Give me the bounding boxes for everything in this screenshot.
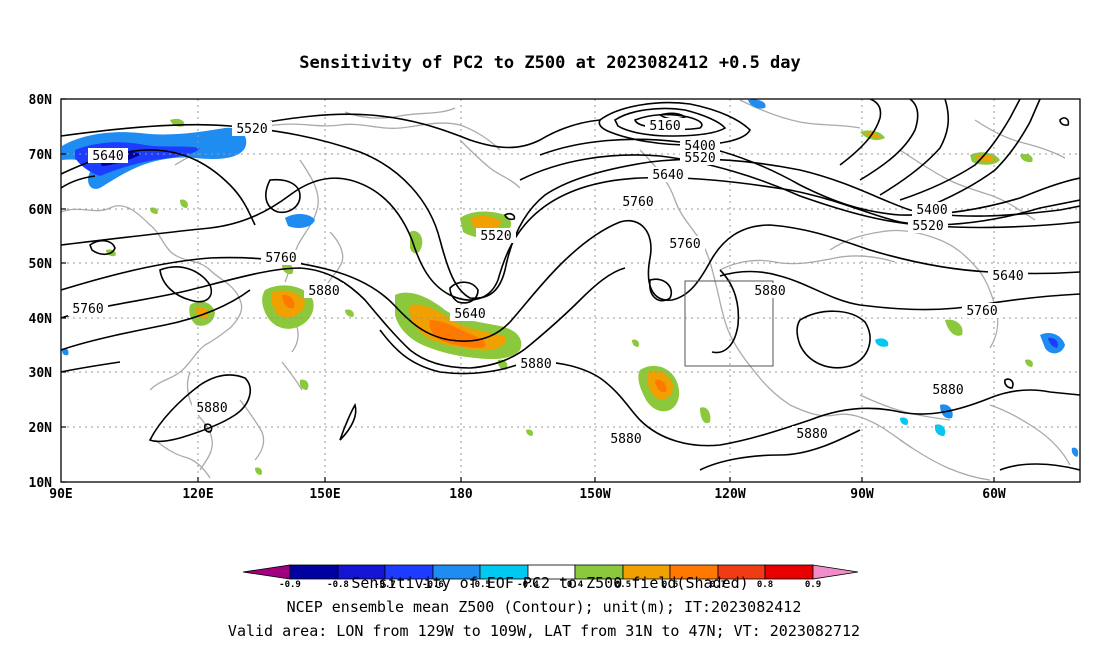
lat-label: 60N xyxy=(29,203,53,218)
axis-ticks xyxy=(61,98,995,483)
lon-label: 150E xyxy=(309,487,340,502)
lon-label: 90W xyxy=(850,487,874,502)
figure-title: Sensitivity of PC2 to Z500 at 2023082412… xyxy=(299,53,801,73)
lat-lon-grid xyxy=(61,99,1080,482)
contour-label: 5400 xyxy=(916,203,947,218)
contour-label: 5520 xyxy=(480,229,511,244)
lat-label: 80N xyxy=(29,93,53,108)
lon-label: 120E xyxy=(182,487,213,502)
lon-label: 150W xyxy=(579,487,610,502)
colorbar-cell xyxy=(812,564,859,580)
contour-label: 5160 xyxy=(649,119,680,134)
lat-label: 10N xyxy=(29,476,53,491)
contour-label: 5880 xyxy=(196,401,227,416)
contour-label: 5880 xyxy=(796,427,827,442)
contour-label: 5760 xyxy=(669,237,700,252)
colorbar-cell xyxy=(242,564,291,580)
lat-label: 40N xyxy=(29,312,53,327)
contour-label: 5640 xyxy=(92,149,123,164)
latitude-labels: 80N 70N 60N 50N 40N 30N 20N 10N xyxy=(29,93,53,491)
z500-contours xyxy=(61,99,1080,471)
contour-label: 5640 xyxy=(454,307,485,322)
contour-label: 5880 xyxy=(610,432,641,447)
colorbar-label: 0.6 xyxy=(662,580,678,590)
contour-label: 5760 xyxy=(966,304,997,319)
lon-label: 90E xyxy=(49,487,72,502)
contour-label: 5760 xyxy=(72,302,103,317)
map-frame xyxy=(60,98,1081,483)
contour-label: 5520 xyxy=(236,122,267,137)
colorbar-cell xyxy=(764,564,814,580)
lon-label: 60W xyxy=(982,487,1006,502)
contour-label: 5520 xyxy=(684,151,715,166)
contour-label: 5880 xyxy=(308,284,339,299)
colorbar-label: -0.6 xyxy=(422,580,444,590)
contour-label: 5760 xyxy=(622,195,653,210)
contour-label: 5880 xyxy=(932,383,963,398)
colorbar-label: -0.7 xyxy=(374,580,396,590)
longitude-labels: 90E 120E 150E 180 150W 120W 90W 60W xyxy=(49,487,1006,502)
contour-label: 5520 xyxy=(912,219,943,234)
lon-label: 180 xyxy=(449,487,473,502)
colorbar-label: 0.5 xyxy=(615,580,631,590)
colorbar-label: 0.8 xyxy=(757,580,773,590)
contour-label: 5880 xyxy=(520,357,551,372)
lat-label: 70N xyxy=(29,148,53,163)
colorbar-label: -0.5 xyxy=(469,580,491,590)
contour-label: 5640 xyxy=(652,168,683,183)
colorbar-label: 0.7 xyxy=(710,580,726,590)
colorbar-label: -0.4 xyxy=(517,580,539,590)
colorbar-label: 0.9 xyxy=(805,580,821,590)
colorbar-cell xyxy=(289,564,339,580)
colorbar: -0.9 -0.8 -0.7 -0.6 -0.5 -0.4 0.4 0.5 0.… xyxy=(242,564,859,592)
footer-line-2: Valid area: LON from 129W to 109W, LAT f… xyxy=(228,622,860,640)
sensitivity-shading xyxy=(62,99,1079,475)
contour-label: 5880 xyxy=(754,284,785,299)
colorbar-label: -0.8 xyxy=(327,580,349,590)
colorbar-label: -0.9 xyxy=(279,580,301,590)
contour-label: 5760 xyxy=(265,251,296,266)
lat-label: 30N xyxy=(29,366,53,381)
contour-label: 5640 xyxy=(992,269,1023,284)
contour-labels: 5520 5640 5160 5400 5520 5640 5760 5520 … xyxy=(68,118,1028,447)
lat-label: 50N xyxy=(29,257,53,272)
colorbar-caption: Sensitivity of EOF PC2 to Z500 field(Sha… xyxy=(351,574,748,592)
valid-area-box xyxy=(684,280,774,367)
lat-label: 20N xyxy=(29,421,53,436)
lon-label: 120W xyxy=(714,487,745,502)
colorbar-label: 0.4 xyxy=(567,580,584,590)
footer-line-1: NCEP ensemble mean Z500 (Contour); unit(… xyxy=(287,598,802,616)
